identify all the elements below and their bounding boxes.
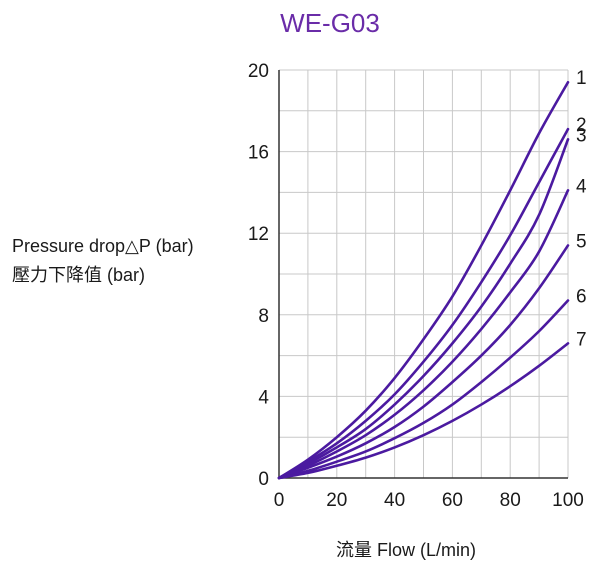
series-line-4 [277,189,570,480]
series-line-5 [277,244,570,480]
x-tick-label: 20 [326,490,347,511]
series-label-3: 3 [576,125,587,146]
y-tick-label: 16 [248,143,269,164]
y-axis-label-chinese: 壓力下降值 (bar) [12,265,146,285]
series-line-1 [277,80,570,480]
series-label-6: 6 [576,287,587,308]
y-tick-label: 4 [258,387,269,408]
x-axis-label: 流量 Flow (L/min) [336,540,477,560]
series-label-1: 1 [576,68,587,89]
x-tick-label: 100 [552,490,584,511]
series-lines [277,80,570,480]
y-tick-label: 8 [258,306,269,327]
x-tick-label: 0 [274,490,285,511]
y-axis-label-english: Pressure drop△P (bar) [12,236,194,256]
series-label-7: 7 [576,329,587,350]
series-line-7 [277,342,570,480]
series-label-2: 2 [576,115,587,136]
x-tick-label: 60 [442,490,463,511]
x-tick-label: 40 [384,490,405,511]
series-label-4: 4 [576,176,587,197]
y-tick-label: 12 [248,224,269,245]
axes [278,70,568,479]
y-tick-label: 20 [248,61,269,82]
series-label-5: 5 [576,231,587,252]
series-line-3 [277,138,570,480]
series-line-2 [277,127,570,480]
chart-title: WE-G03 [280,8,380,38]
x-tick-label: 80 [500,490,521,511]
y-axis-label: Pressure drop△P (bar) 壓力下降值 (bar) [12,232,194,290]
y-tick-label: 0 [258,469,269,490]
series-line-6 [277,299,570,480]
